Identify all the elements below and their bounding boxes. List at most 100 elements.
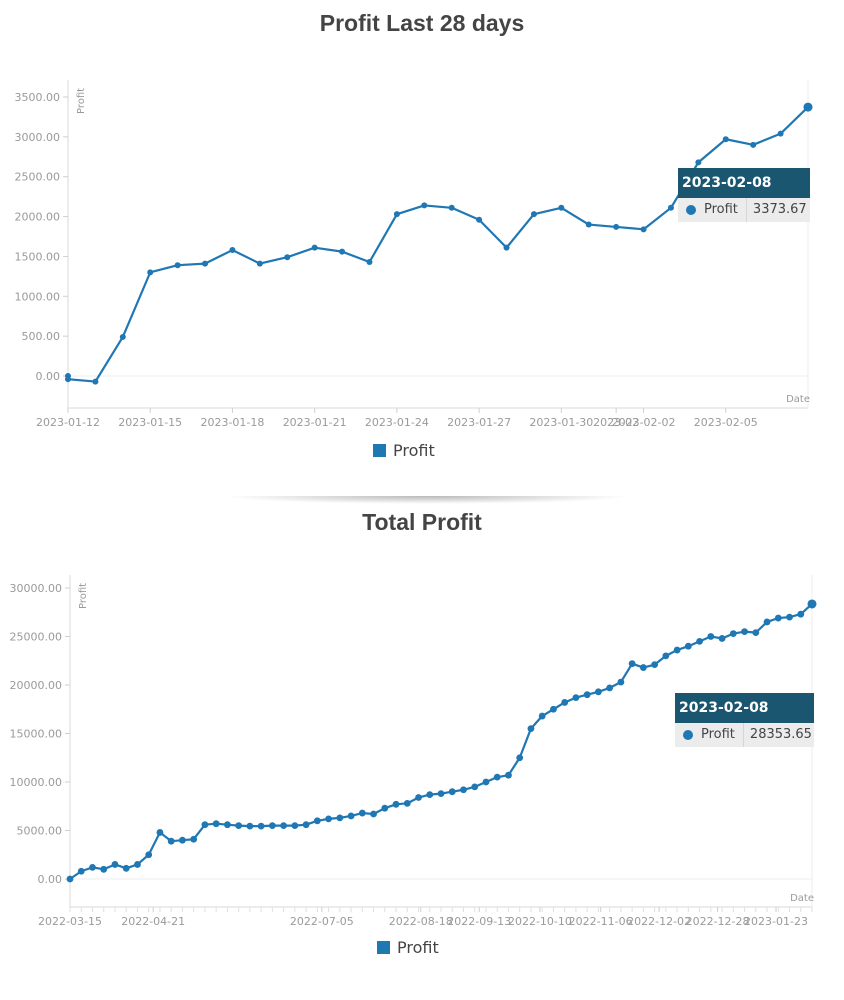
data-point bbox=[558, 204, 565, 211]
data-point bbox=[291, 822, 299, 830]
profit-28-days-chart[interactable]: 0.00 500.00 1000.00 1500.00 2000.00 2500.00 30… bbox=[0, 60, 844, 440]
legend-swatch bbox=[377, 941, 390, 954]
data-point bbox=[246, 822, 254, 830]
data-point bbox=[437, 790, 445, 798]
x-tick-label: 2023-01-23 bbox=[744, 915, 808, 928]
y-tick-label: 30000.00 bbox=[10, 582, 63, 595]
series-dot-icon bbox=[683, 730, 693, 740]
data-point bbox=[134, 861, 141, 868]
data-point bbox=[256, 260, 263, 267]
y-tick-label: 2500.00 bbox=[15, 171, 61, 184]
data-point bbox=[370, 810, 377, 818]
x-tick-label: 2022-12-28 bbox=[686, 915, 750, 928]
data-point bbox=[212, 820, 220, 828]
data-point bbox=[538, 712, 546, 720]
data-point bbox=[797, 610, 805, 618]
tooltip-date: 2023-02-08 bbox=[675, 693, 814, 723]
legend-profit-28-days[interactable]: Profit bbox=[373, 441, 435, 460]
y-tick-label: 2000.00 bbox=[15, 211, 61, 224]
data-point bbox=[174, 262, 181, 269]
data-point bbox=[594, 688, 602, 696]
y-tick-label: 3000.00 bbox=[15, 131, 61, 144]
data-point bbox=[561, 699, 569, 706]
tooltip-row: Profit 28353.65 bbox=[675, 723, 814, 747]
data-point bbox=[426, 791, 434, 799]
data-point bbox=[667, 204, 674, 211]
tooltip-series-name: Profit bbox=[701, 727, 735, 742]
data-point bbox=[696, 637, 703, 645]
x-axis-title: Date bbox=[790, 893, 814, 904]
data-point bbox=[179, 836, 186, 844]
data-point bbox=[201, 821, 209, 829]
x-tick-label: 2022-04-21 bbox=[121, 915, 185, 928]
data-point bbox=[613, 223, 620, 230]
series-line bbox=[66, 106, 809, 383]
data-point bbox=[774, 614, 782, 622]
legend-total-profit[interactable]: Profit bbox=[377, 938, 439, 957]
data-point bbox=[585, 221, 592, 228]
data-point bbox=[393, 211, 400, 218]
x-tick-label: 2023-01-15 bbox=[118, 416, 182, 429]
data-point bbox=[268, 822, 276, 830]
x-tick-label: 2023-01-27 bbox=[447, 416, 511, 429]
data-point bbox=[777, 130, 784, 137]
x-tick-label: 2022-11-06 bbox=[569, 915, 633, 928]
y-tick-label: 5000.00 bbox=[17, 825, 63, 838]
y-tick-label: 1500.00 bbox=[15, 250, 61, 263]
data-point bbox=[325, 815, 332, 823]
data-point bbox=[111, 861, 119, 868]
data-point bbox=[284, 254, 291, 261]
tooltip-value: 28353.65 bbox=[749, 727, 812, 742]
data-point bbox=[503, 244, 510, 251]
data-point bbox=[448, 204, 455, 211]
data-point bbox=[752, 629, 760, 637]
data-point bbox=[147, 269, 154, 276]
data-point bbox=[471, 783, 479, 791]
data-point bbox=[92, 378, 99, 385]
x-tick-label: 2022-10-10 bbox=[508, 915, 572, 928]
x-tick-label: 2023-02-02 bbox=[612, 416, 676, 429]
chart-title-profit-28-days: Profit Last 28 days bbox=[319, 10, 525, 36]
x-tick-label: 2023-01-21 bbox=[283, 416, 347, 429]
data-point bbox=[617, 678, 625, 686]
data-point bbox=[202, 260, 209, 267]
data-point bbox=[415, 794, 422, 801]
x-tick-label: 2022-12-02 bbox=[627, 915, 691, 928]
x-tick-label: 2022-03-15 bbox=[38, 915, 102, 928]
legend-label: Profit bbox=[397, 938, 439, 957]
y-tick-label: 25000.00 bbox=[10, 631, 63, 644]
y-tick-label: 1000.00 bbox=[15, 290, 61, 303]
section-divider bbox=[222, 496, 632, 504]
tooltip-series: Profit bbox=[675, 723, 744, 747]
tooltip-date: 2023-02-08 bbox=[678, 168, 810, 198]
data-point bbox=[482, 778, 490, 786]
data-point bbox=[313, 817, 321, 825]
data-point bbox=[190, 835, 198, 843]
y-axis-title: Profit bbox=[78, 583, 89, 609]
data-point bbox=[763, 618, 771, 626]
data-point bbox=[673, 646, 681, 654]
x-tick-label: 2022-09-13 bbox=[447, 915, 511, 928]
data-point bbox=[505, 771, 512, 779]
data-point bbox=[550, 705, 557, 713]
tooltip-value: 3373.67 bbox=[752, 202, 807, 217]
data-point bbox=[750, 141, 757, 148]
data-point bbox=[381, 804, 389, 812]
data-point bbox=[65, 376, 71, 383]
data-point bbox=[741, 628, 748, 636]
tooltip-profit-28-days: 2023-02-08 Profit 3373.67 bbox=[678, 168, 810, 222]
data-point bbox=[66, 875, 74, 883]
data-point bbox=[223, 821, 231, 829]
data-point bbox=[167, 837, 175, 845]
data-point bbox=[448, 788, 456, 796]
y-tick-label: 0.00 bbox=[36, 370, 61, 383]
x-tick-label: 2023-02 bbox=[593, 416, 639, 429]
y-axis-title: Profit bbox=[76, 88, 87, 114]
data-point bbox=[628, 660, 636, 668]
x-tick-label: 2023-01-18 bbox=[200, 416, 264, 429]
total-profit-chart[interactable]: 0.00 5000.00 10000.00 15000.00 20000.00 25000… bbox=[0, 560, 844, 930]
highlighted-point bbox=[803, 102, 813, 112]
data-point bbox=[145, 851, 153, 859]
y-tick-label: 20000.00 bbox=[10, 679, 63, 692]
x-axis-title: Date bbox=[786, 394, 810, 405]
